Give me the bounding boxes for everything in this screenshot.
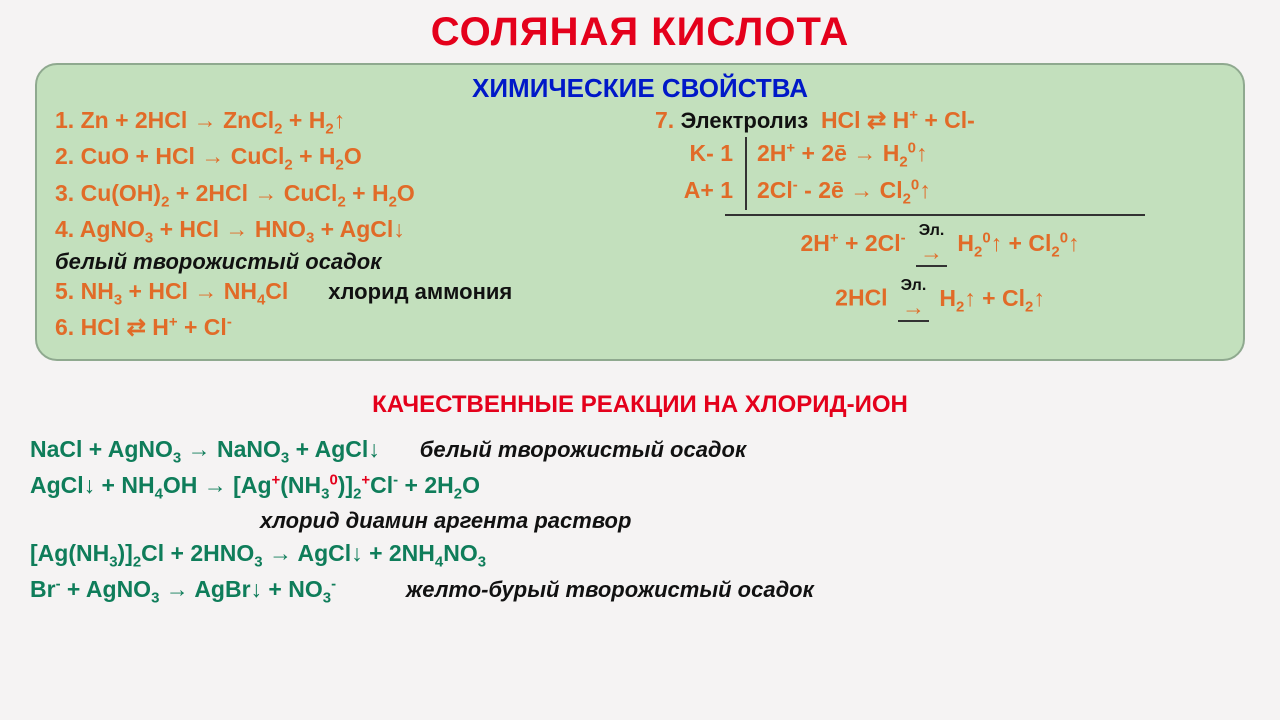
page-title: СОЛЯНАЯ КИСЛОТА bbox=[30, 10, 1250, 55]
qual-4: Br- + AgNO3 → AgBr↓ + NO3-желто-бурый тв… bbox=[30, 573, 1250, 609]
reaction-5: 5. NH3 + HCl → NH4Clхлорид аммония bbox=[55, 275, 625, 311]
panel-title: ХИМИЧЕСКИЕ СВОЙСТВА bbox=[55, 73, 1225, 104]
right-column: 7. Электролиз HCl ⇄ H+ + Cl- K- 1 2H+ + … bbox=[655, 104, 1225, 345]
qualitative-title: КАЧЕСТВЕННЫЕ РЕАКЦИИ НА ХЛОРИД-ИОН bbox=[30, 391, 1250, 419]
reaction-3: 3. Cu(OH)2 + 2HCl → CuCl2 + H2O bbox=[55, 177, 625, 213]
reaction-6: 6. HCl ⇄ H+ + Cl- bbox=[55, 311, 625, 344]
electrolysis-sum-1: 2H+ + 2Cl- Эл. → H20↑ + Cl20↑ bbox=[655, 222, 1225, 267]
reaction-2: 2. CuO + HCl → CuCl2 + H2O bbox=[55, 140, 625, 176]
divider-line bbox=[725, 214, 1145, 216]
reaction-4-note: белый творожистый осадок bbox=[55, 249, 625, 275]
qual-2-note: хлорид диамин аргента раствор bbox=[30, 505, 1250, 537]
cathode-row: K- 1 2H+ + 2ē → H20↑ bbox=[655, 137, 1225, 174]
eq-1: Zn + 2HCl → ZnCl2 + H2↑ bbox=[81, 107, 346, 133]
qual-1: NaCl + AgNO3 → NaNO3 + AgCl↓белый творож… bbox=[30, 433, 1250, 469]
reaction-1: 1. Zn + 2HCl → ZnCl2 + H2↑ bbox=[55, 104, 625, 140]
chemical-properties-panel: ХИМИЧЕСКИЕ СВОЙСТВА 1. Zn + 2HCl → ZnCl2… bbox=[35, 63, 1245, 361]
left-column: 1. Zn + 2HCl → ZnCl2 + H2↑ 2. CuO + HCl … bbox=[55, 104, 625, 345]
qual-3: [Ag(NH3)]2Cl + 2HNO3 → AgCl↓ + 2NH4NO3 bbox=[30, 537, 1250, 573]
anode-row: A+ 1 2Cl- - 2ē → Cl20↑ bbox=[655, 174, 1225, 211]
qualitative-block: NaCl + AgNO3 → NaNO3 + AgCl↓белый творож… bbox=[30, 433, 1250, 610]
reaction-7: 7. Электролиз HCl ⇄ H+ + Cl- bbox=[655, 104, 1225, 137]
electrolysis-sum-2: 2HCl Эл. → H2↑ + Cl2↑ bbox=[655, 277, 1225, 322]
reaction-4: 4. AgNO3 + HCl → HNO3 + AgCl↓ bbox=[55, 213, 625, 249]
qual-2: AgCl↓ + NH4OH → [Ag+(NH30)]2+Cl- + 2H2O bbox=[30, 469, 1250, 505]
